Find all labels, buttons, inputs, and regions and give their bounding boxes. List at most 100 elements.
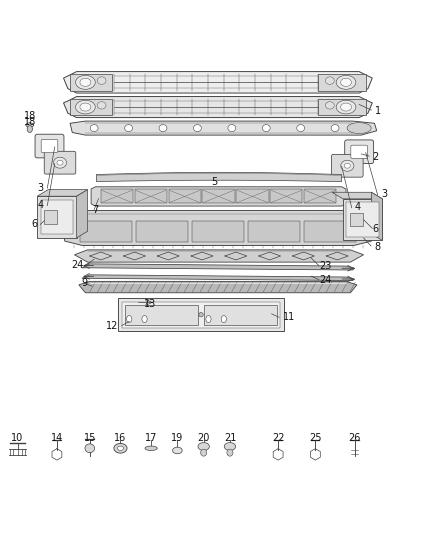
Ellipse shape <box>325 77 334 84</box>
Polygon shape <box>318 74 366 91</box>
Polygon shape <box>77 190 88 238</box>
Ellipse shape <box>80 103 91 111</box>
Text: 7: 7 <box>92 205 98 215</box>
Text: 13: 13 <box>144 298 156 309</box>
Ellipse shape <box>145 446 157 450</box>
Polygon shape <box>64 71 372 93</box>
Bar <box>248 221 300 242</box>
Ellipse shape <box>325 102 334 109</box>
Text: 24: 24 <box>320 274 332 285</box>
Ellipse shape <box>347 123 371 134</box>
Text: 5: 5 <box>212 177 218 188</box>
Ellipse shape <box>114 443 127 453</box>
Bar <box>118 298 284 332</box>
Ellipse shape <box>297 125 304 132</box>
Ellipse shape <box>228 125 236 132</box>
Bar <box>350 213 363 226</box>
Ellipse shape <box>336 100 356 114</box>
Ellipse shape <box>262 125 270 132</box>
Ellipse shape <box>53 157 67 168</box>
FancyBboxPatch shape <box>44 151 76 174</box>
Ellipse shape <box>173 447 182 454</box>
Polygon shape <box>70 74 112 91</box>
Text: 23: 23 <box>320 261 332 271</box>
Text: 6: 6 <box>31 219 37 229</box>
Text: 3: 3 <box>381 189 387 199</box>
Ellipse shape <box>142 316 147 322</box>
Polygon shape <box>169 189 201 204</box>
FancyBboxPatch shape <box>332 155 363 177</box>
Polygon shape <box>70 121 377 135</box>
Text: 24: 24 <box>71 260 83 270</box>
Text: 21: 21 <box>224 433 236 443</box>
Text: 16: 16 <box>114 433 127 443</box>
Text: 22: 22 <box>272 433 284 443</box>
Text: 18: 18 <box>24 111 36 120</box>
Text: 3: 3 <box>38 183 44 192</box>
Ellipse shape <box>341 160 354 171</box>
Bar <box>41 200 73 235</box>
Polygon shape <box>64 96 372 118</box>
Polygon shape <box>304 189 336 204</box>
Ellipse shape <box>26 123 34 127</box>
Text: 26: 26 <box>349 433 361 443</box>
FancyBboxPatch shape <box>345 140 374 164</box>
Polygon shape <box>134 189 167 204</box>
Text: 2: 2 <box>372 152 378 162</box>
Text: 9: 9 <box>81 278 87 288</box>
Text: 8: 8 <box>374 242 381 252</box>
Text: 4: 4 <box>355 203 361 212</box>
Ellipse shape <box>75 75 95 90</box>
Ellipse shape <box>221 316 226 322</box>
FancyBboxPatch shape <box>351 145 367 158</box>
Bar <box>136 221 188 242</box>
Text: 19: 19 <box>171 433 184 443</box>
Polygon shape <box>371 192 382 240</box>
Ellipse shape <box>97 77 106 84</box>
Ellipse shape <box>331 125 339 132</box>
Ellipse shape <box>199 312 203 317</box>
Bar <box>122 302 280 328</box>
Ellipse shape <box>344 163 350 168</box>
Ellipse shape <box>75 100 95 114</box>
Text: 6: 6 <box>372 224 378 235</box>
Bar <box>204 304 277 325</box>
Ellipse shape <box>340 103 351 111</box>
Polygon shape <box>37 190 88 196</box>
Ellipse shape <box>85 444 95 453</box>
Ellipse shape <box>194 125 201 132</box>
Text: 12: 12 <box>106 321 118 330</box>
Bar <box>192 221 244 242</box>
Text: 14: 14 <box>51 433 63 443</box>
Ellipse shape <box>127 316 132 322</box>
Ellipse shape <box>97 102 106 109</box>
FancyBboxPatch shape <box>41 140 58 152</box>
Polygon shape <box>63 211 376 246</box>
Ellipse shape <box>57 160 63 165</box>
Ellipse shape <box>80 78 91 86</box>
Polygon shape <box>101 189 133 204</box>
Polygon shape <box>37 196 77 238</box>
Bar <box>304 221 356 242</box>
Ellipse shape <box>198 442 209 450</box>
Text: 1: 1 <box>374 106 381 116</box>
Text: 4: 4 <box>38 200 44 210</box>
Polygon shape <box>82 264 355 270</box>
Ellipse shape <box>27 125 32 133</box>
Bar <box>44 211 57 223</box>
Polygon shape <box>343 199 382 240</box>
Polygon shape <box>270 189 303 204</box>
Polygon shape <box>74 250 364 262</box>
Text: 25: 25 <box>309 433 321 443</box>
Bar <box>346 203 379 237</box>
Text: 18: 18 <box>24 117 36 127</box>
Ellipse shape <box>125 125 133 132</box>
Ellipse shape <box>201 449 207 456</box>
Polygon shape <box>237 189 268 204</box>
Ellipse shape <box>117 446 124 450</box>
Bar <box>80 221 132 242</box>
Ellipse shape <box>159 125 167 132</box>
Ellipse shape <box>227 449 233 456</box>
Bar <box>125 304 198 325</box>
Ellipse shape <box>90 125 98 132</box>
